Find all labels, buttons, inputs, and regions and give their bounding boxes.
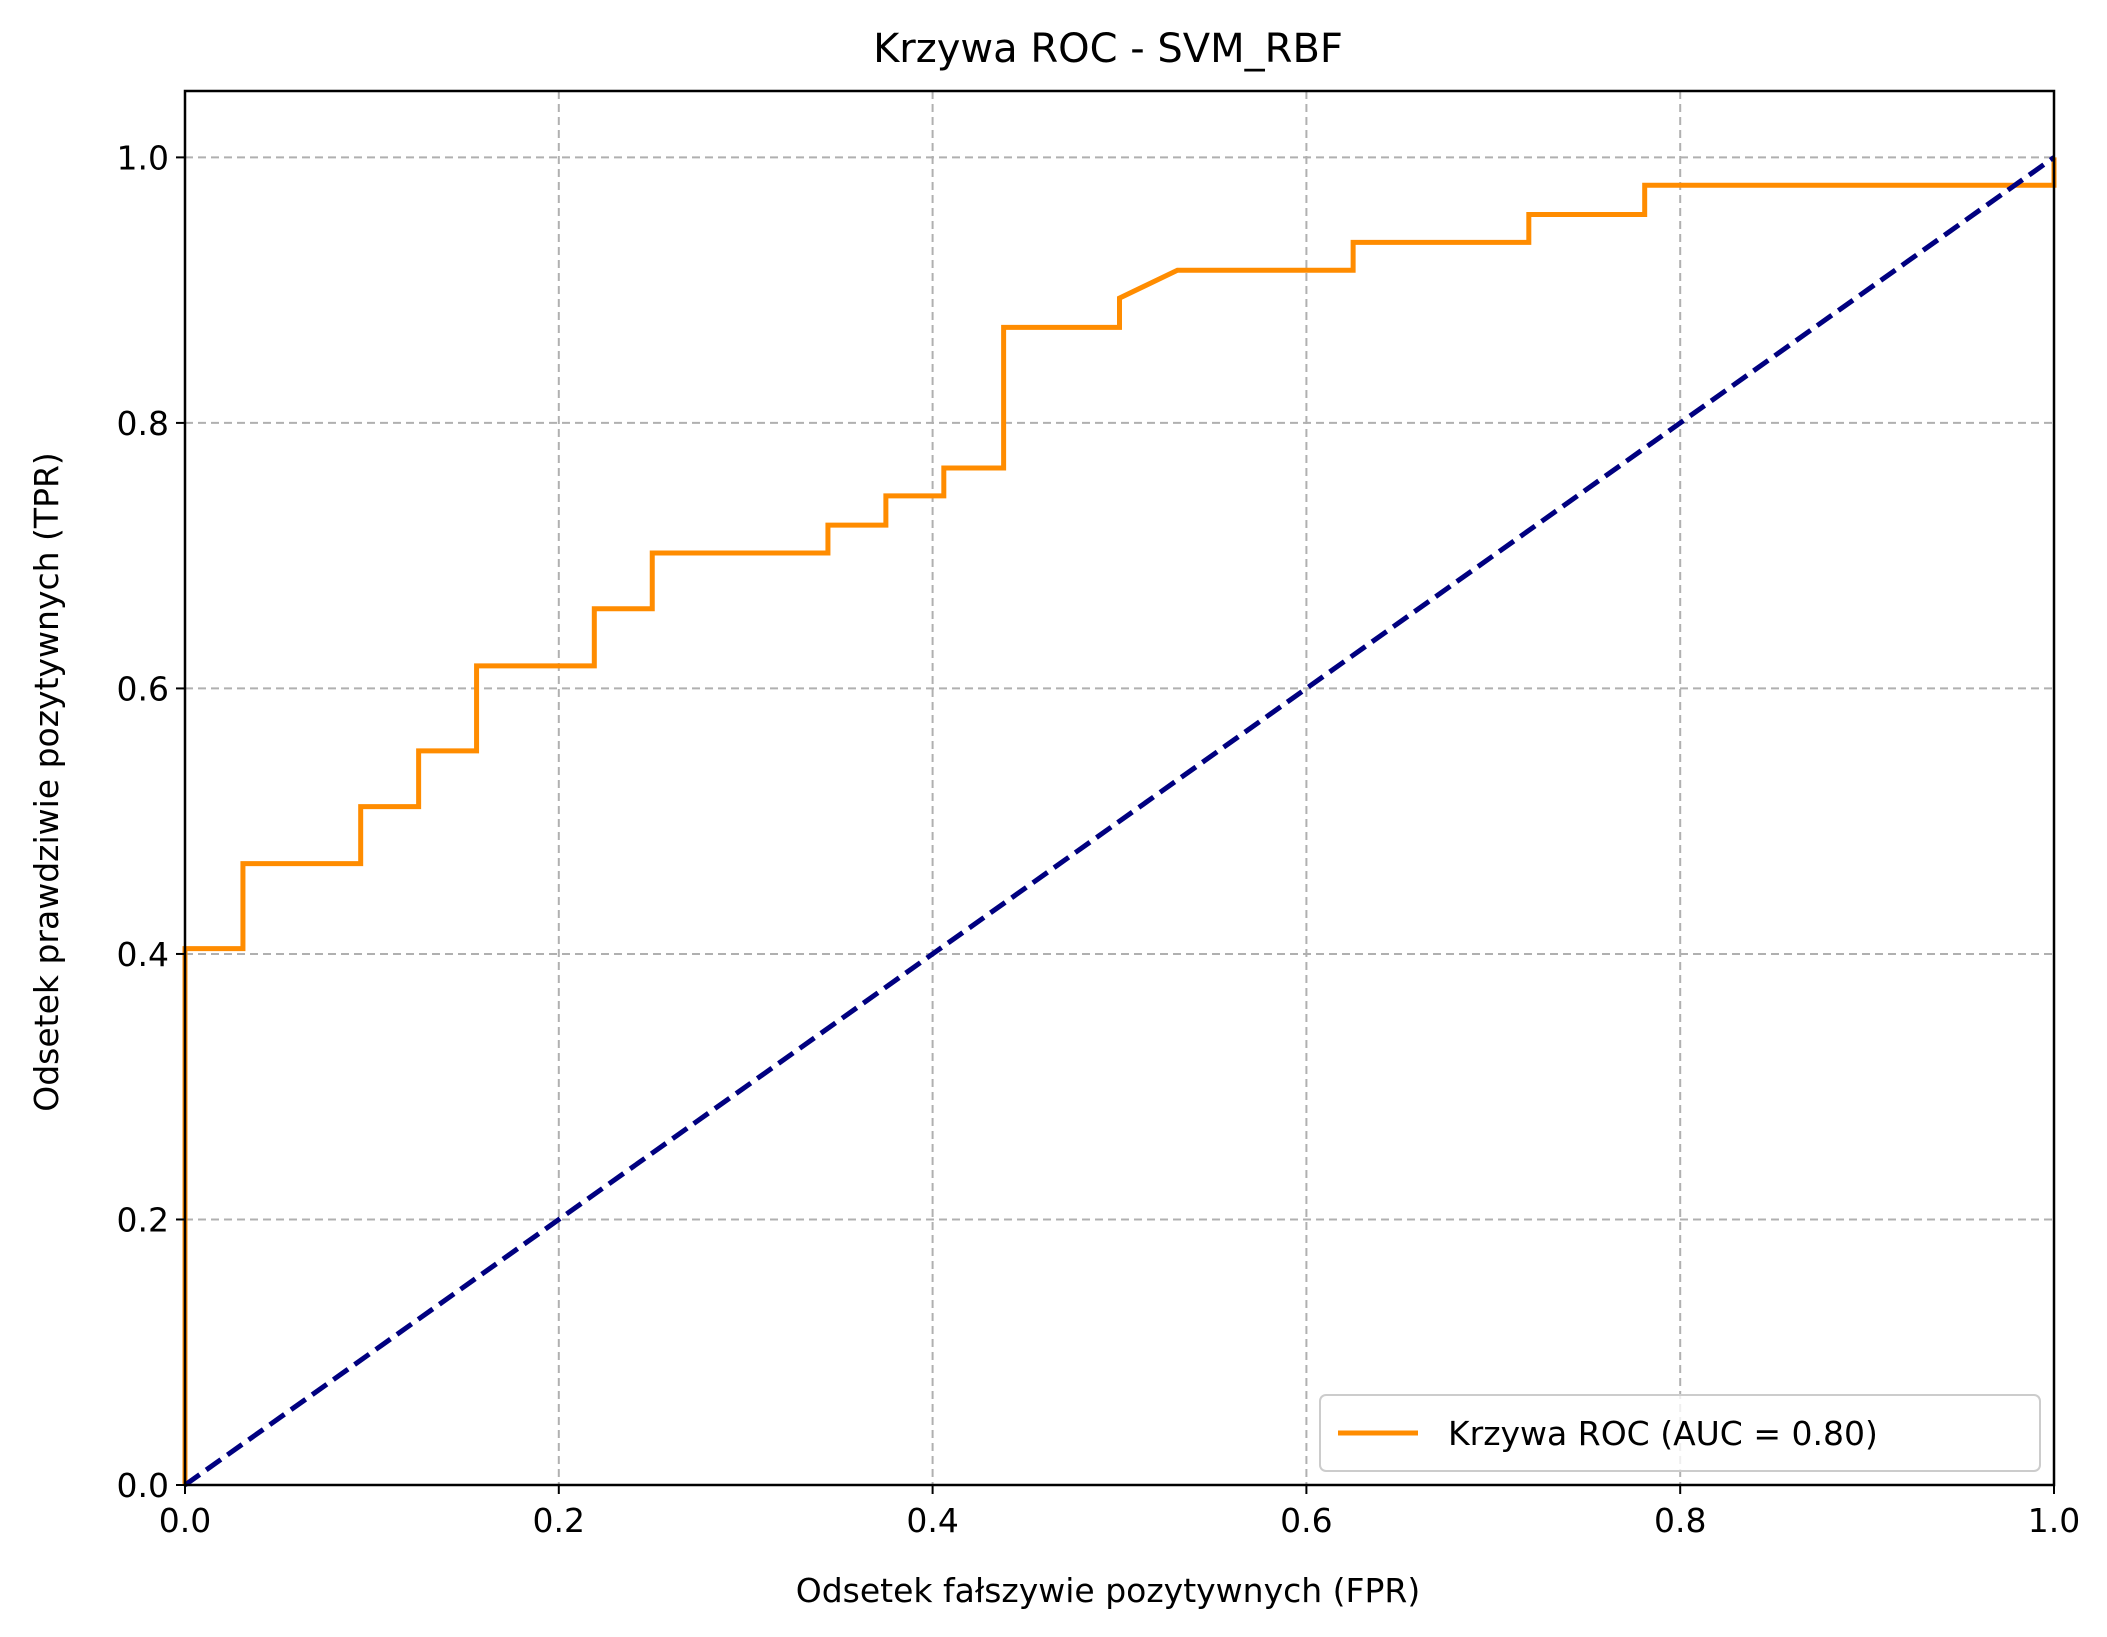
x-tick-label: 0.8	[1654, 1501, 1706, 1540]
series-group	[182, 155, 2057, 1488]
legend-label: Krzywa ROC (AUC = 0.80)	[1448, 1414, 1878, 1453]
x-tick-label: 1.0	[2028, 1501, 2080, 1540]
y-tick-label: 0.6	[117, 669, 169, 708]
y-tick-label: 0.0	[117, 1466, 169, 1505]
diagonal-reference-line	[183, 155, 2056, 1488]
plot-frame	[183, 89, 2056, 1487]
x-axis-label: Odsetek fałszywie pozytywnych (FPR)	[796, 1571, 1420, 1610]
y-tick-label: 0.2	[117, 1200, 169, 1239]
x-tick-label: 0.4	[906, 1501, 958, 1540]
y-tick-label: 0.4	[117, 935, 169, 974]
legend: Krzywa ROC (AUC = 0.80)	[1319, 1394, 2041, 1472]
y-tick-label: 0.8	[117, 404, 169, 443]
y-tick-label: 1.0	[117, 138, 169, 177]
x-tick-label: 0.0	[159, 1501, 211, 1540]
roc-curve-line	[182, 157, 2057, 1485]
x-tick-label: 0.6	[1280, 1501, 1332, 1540]
y-axis-ticks: 0.0 0.2 0.4 0.6 0.8 1.0	[117, 138, 185, 1505]
y-axis-label: Odsetek prawdziwie pozytywnych (TPR)	[27, 452, 66, 1112]
chart-title: Krzywa ROC - SVM_RBF	[873, 26, 1343, 72]
x-tick-label: 0.2	[533, 1501, 585, 1540]
legend-box	[1319, 1394, 2041, 1472]
x-axis-ticks: 0.0 0.2 0.4 0.6 0.8 1.0	[159, 1485, 2080, 1540]
